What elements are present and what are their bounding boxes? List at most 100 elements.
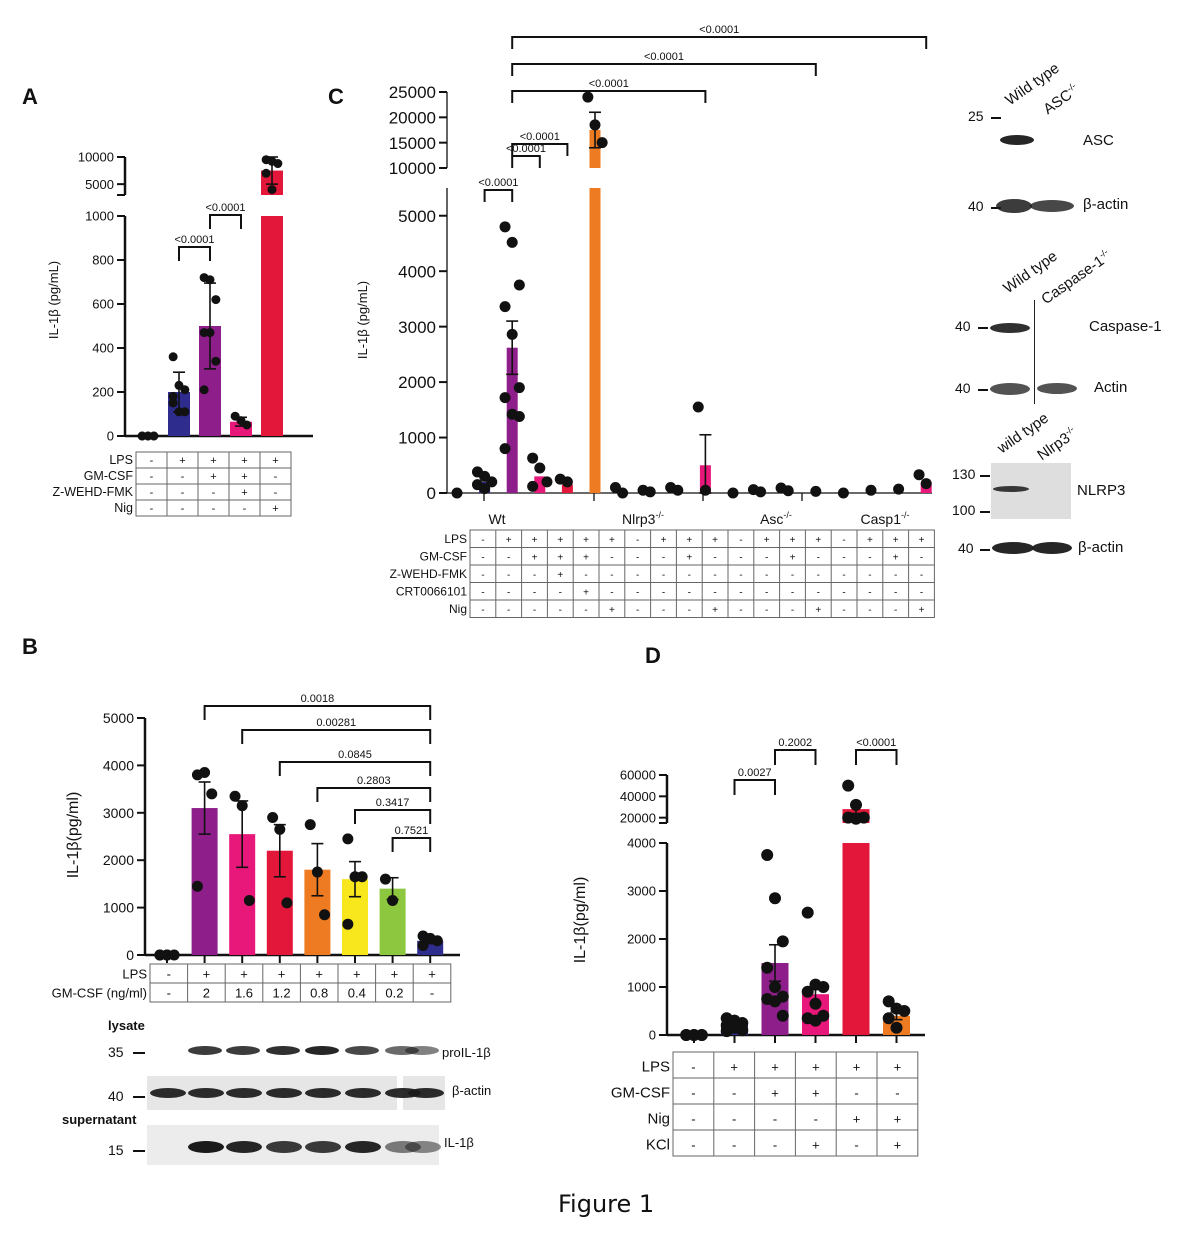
data-point — [513, 382, 525, 394]
data-point — [842, 779, 855, 792]
table-cell: - — [765, 605, 768, 616]
table-cell: - — [868, 588, 871, 599]
y-tick-label: 3000 — [398, 318, 436, 337]
y-tick-label: 0 — [126, 947, 134, 963]
table-cell: - — [662, 588, 665, 599]
table-cell: - — [181, 487, 185, 499]
data-point — [506, 328, 518, 340]
data-point — [199, 385, 209, 395]
data-point — [589, 119, 601, 131]
y-tick-label: 2000 — [103, 852, 134, 868]
blot-band — [408, 1088, 444, 1098]
y-tick-label: 1000 — [398, 429, 436, 448]
y-tick-label: 60000 — [620, 768, 656, 783]
y-tick-label: 15000 — [389, 134, 436, 153]
table-cell: - — [662, 570, 665, 581]
data-point — [761, 961, 774, 974]
table-cell: 1.2 — [273, 985, 291, 1000]
blot-supernatant-label: supernatant — [62, 1112, 137, 1127]
blot-band — [305, 1046, 339, 1055]
data-point — [311, 866, 323, 878]
table-cell: + — [853, 1060, 861, 1075]
data-point — [267, 812, 279, 824]
lane-label: ASC-/- — [1040, 81, 1083, 118]
significance-bracket — [209, 214, 242, 229]
table-cell: - — [181, 503, 185, 515]
data-point — [281, 897, 293, 909]
table-cell: - — [894, 570, 897, 581]
table-cell: + — [812, 1060, 820, 1075]
data-point — [801, 985, 814, 998]
data-point — [506, 236, 518, 248]
data-point — [180, 385, 190, 395]
data-point — [342, 918, 354, 930]
p-value-label: <0.0001 — [644, 51, 684, 63]
data-point — [168, 391, 178, 401]
table-cell: 0.4 — [348, 985, 366, 1000]
table-cell: + — [919, 605, 925, 616]
table-cell: - — [559, 605, 562, 616]
blot-band — [226, 1088, 262, 1098]
table-cell: + — [391, 966, 399, 981]
table-cell: + — [210, 455, 216, 467]
p-value-label: 0.00281 — [316, 717, 356, 729]
data-point — [672, 484, 684, 496]
table-cell: - — [274, 487, 278, 499]
y-tick-label: 4000 — [627, 836, 656, 851]
table-cell: 2 — [203, 985, 210, 1000]
table-cell: + — [583, 535, 589, 546]
table-row-label: Nig — [114, 501, 133, 515]
p-value-label: <0.0001 — [856, 737, 896, 749]
data-point — [898, 1005, 911, 1017]
table-cell: + — [241, 455, 247, 467]
table-cell: + — [893, 553, 899, 564]
table-cell: - — [691, 1060, 695, 1075]
blot-band — [990, 323, 1030, 333]
blot-band — [1000, 135, 1034, 145]
table-cell: - — [920, 588, 923, 599]
blot-band — [990, 383, 1030, 395]
mw-tick — [980, 549, 990, 551]
blot-band — [226, 1141, 262, 1153]
bar — [261, 216, 283, 436]
table-cell: - — [842, 553, 845, 564]
data-point — [527, 452, 539, 464]
blot-row-label: proIL-1β — [442, 1045, 491, 1060]
table-cell: + — [712, 605, 718, 616]
data-point — [513, 279, 525, 291]
y-tick-label: 5000 — [398, 207, 436, 226]
mw-marker: 40 — [955, 380, 971, 396]
data-point — [755, 486, 767, 498]
significance-bracket — [511, 143, 569, 156]
data-point — [486, 476, 498, 488]
blot-band — [1030, 200, 1074, 212]
mw-tick — [133, 1052, 145, 1054]
data-point — [596, 137, 608, 149]
table-cell: - — [713, 553, 716, 564]
table-cell: + — [557, 535, 563, 546]
data-point — [168, 352, 178, 362]
figure-caption: Figure 1 — [558, 1190, 655, 1218]
significance-bracket — [203, 705, 432, 720]
p-value-label: 0.3417 — [376, 797, 410, 809]
data-point — [817, 981, 830, 993]
table-cell: - — [274, 471, 278, 483]
y-tick-label: 5000 — [103, 710, 134, 726]
table-cell: + — [210, 471, 216, 483]
y-tick-label: 0 — [649, 1028, 656, 1043]
table-cell: - — [243, 503, 247, 515]
p-value-label: 0.2803 — [357, 775, 391, 787]
table-cell: 1.6 — [235, 985, 253, 1000]
blot-band — [266, 1088, 302, 1098]
chart-d: 0 1000 2000 3000 4000 20000 40000 60000 IL-1β(pg… — [572, 737, 925, 1157]
significance-bracket — [511, 155, 541, 168]
data-point — [769, 995, 781, 1008]
table-cell: - — [842, 605, 845, 616]
table-cell: - — [920, 570, 923, 581]
data-point — [617, 487, 629, 499]
significance-bracket — [316, 787, 432, 802]
data-point — [727, 487, 739, 499]
table-cell: - — [584, 605, 587, 616]
mw-tick — [978, 389, 988, 391]
p-value-label: <0.0001 — [589, 78, 629, 90]
